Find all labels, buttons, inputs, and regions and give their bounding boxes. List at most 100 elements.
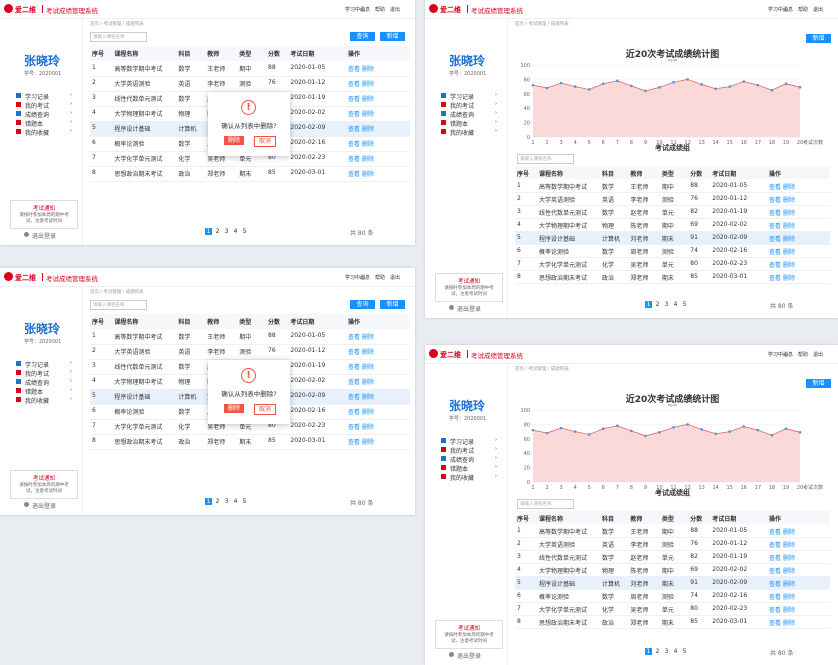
page-button[interactable]: 3 [224,228,229,235]
logout[interactable]: 退出登录 [457,306,482,313]
action-link[interactable]: 查看 [348,424,361,431]
search-button[interactable]: 查询 [350,300,375,309]
action-link[interactable]: 删除 [783,542,796,549]
action-link[interactable]: 查看 [769,249,782,256]
action-link[interactable]: 删除 [783,236,796,243]
action-link[interactable]: 删除 [783,197,796,204]
page-button[interactable]: 5 [682,301,687,308]
action-link[interactable]: 删除 [783,568,796,575]
page-button[interactable]: 1 [645,648,652,655]
menu-item[interactable]: 学习记录 [450,439,475,446]
nav-link[interactable]: 学习中心 [345,275,366,281]
menu-item[interactable]: 学习记录 [25,94,50,101]
action-link[interactable]: 查看 [769,529,782,536]
action-link[interactable]: 查看 [348,394,361,401]
action-link[interactable]: 删除 [362,364,375,371]
action-link[interactable]: 查看 [769,542,782,549]
action-link[interactable]: 删除 [783,529,796,536]
action-link[interactable]: 删除 [362,96,375,103]
action-link[interactable]: 查看 [769,262,782,269]
nav-link[interactable]: 学习中心 [768,352,789,358]
action-link[interactable]: 查看 [769,568,782,575]
action-link[interactable]: 查看 [348,81,361,88]
action-link[interactable]: 查看 [769,594,782,601]
action-link[interactable]: 删除 [783,184,796,191]
action-link[interactable]: 查看 [769,184,782,191]
nav-link[interactable]: 消息 [783,7,794,13]
action-link[interactable]: 删除 [783,581,796,588]
page-button[interactable]: 2 [655,301,660,308]
menu-item[interactable]: 成绩查询 [25,112,50,119]
action-link[interactable]: 查看 [769,581,782,588]
nav-link[interactable]: 帮助 [375,275,386,281]
page-button[interactable]: 2 [655,648,660,655]
action-link[interactable]: 删除 [362,126,375,133]
logout[interactable]: 退出登录 [32,233,57,240]
search-input[interactable]: 请输入课程名称 [517,499,574,509]
action-link[interactable]: 删除 [783,620,796,627]
menu-item[interactable]: 我的收藏 [450,475,475,482]
action-link[interactable]: 删除 [362,156,375,163]
action-link[interactable]: 删除 [362,81,375,88]
nav-link[interactable]: 退出 [390,7,401,13]
page-button[interactable]: 5 [242,498,247,505]
menu-item[interactable]: 我的考试 [25,371,50,378]
action-link[interactable]: 查看 [348,334,361,341]
menu-item[interactable]: 错题本 [450,121,469,128]
menu-item[interactable]: 错题本 [25,389,44,396]
nav-link[interactable]: 消息 [360,275,371,281]
menu-item[interactable]: 成绩查询 [450,457,475,464]
nav-link[interactable]: 退出 [813,352,824,358]
search-input[interactable]: 请输入课程名称 [90,300,147,310]
action-link[interactable]: 删除 [783,210,796,217]
action-link[interactable]: 查看 [348,379,361,386]
action-link[interactable]: 删除 [362,394,375,401]
nav-link[interactable]: 学习中心 [768,7,789,13]
cancel-button[interactable]: 取消 [254,404,276,415]
search-input[interactable]: 请输入课程名称 [517,154,574,164]
page-button[interactable]: 1 [205,228,212,235]
confirm-button[interactable]: 删除 [224,404,244,413]
add-button[interactable]: 新增 [806,34,831,43]
nav-link[interactable]: 退出 [390,275,401,281]
action-link[interactable]: 查看 [348,96,361,103]
confirm-button[interactable]: 删除 [224,136,244,145]
action-link[interactable]: 删除 [362,439,375,446]
action-link[interactable]: 查看 [348,364,361,371]
action-link[interactable]: 删除 [362,424,375,431]
menu-item[interactable]: 我的收藏 [450,130,475,137]
action-link[interactable]: 删除 [362,141,375,148]
add-button[interactable]: 新增 [806,379,831,388]
page-button[interactable]: 1 [205,498,212,505]
nav-link[interactable]: 退出 [813,7,824,13]
nav-link[interactable]: 帮助 [798,352,809,358]
action-link[interactable]: 删除 [362,334,375,341]
page-button[interactable]: 3 [224,498,229,505]
action-link[interactable]: 查看 [769,620,782,627]
action-link[interactable]: 查看 [348,349,361,356]
action-link[interactable]: 查看 [348,126,361,133]
add-button[interactable]: 新增 [380,32,405,41]
page-button[interactable]: 2 [215,228,220,235]
action-link[interactable]: 删除 [362,66,375,73]
search-button[interactable]: 查询 [350,32,375,41]
action-link[interactable]: 删除 [783,262,796,269]
search-input[interactable]: 请输入课程名称 [90,32,147,42]
cancel-button[interactable]: 取消 [254,136,276,147]
menu-item[interactable]: 成绩查询 [450,112,475,119]
menu-item[interactable]: 错题本 [450,466,469,473]
action-link[interactable]: 查看 [348,171,361,178]
menu-item[interactable]: 成绩查询 [25,380,50,387]
page-button[interactable]: 3 [664,648,669,655]
action-link[interactable]: 删除 [362,349,375,356]
nav-link[interactable]: 消息 [783,352,794,358]
page-button[interactable]: 4 [233,228,238,235]
menu-item[interactable]: 我的考试 [450,448,475,455]
page-button[interactable]: 4 [673,648,678,655]
action-link[interactable]: 查看 [769,275,782,282]
page-button[interactable]: 4 [233,498,238,505]
menu-item[interactable]: 我的收藏 [25,130,50,137]
action-link[interactable]: 删除 [362,379,375,386]
action-link[interactable]: 查看 [769,197,782,204]
menu-item[interactable]: 我的考试 [450,103,475,110]
